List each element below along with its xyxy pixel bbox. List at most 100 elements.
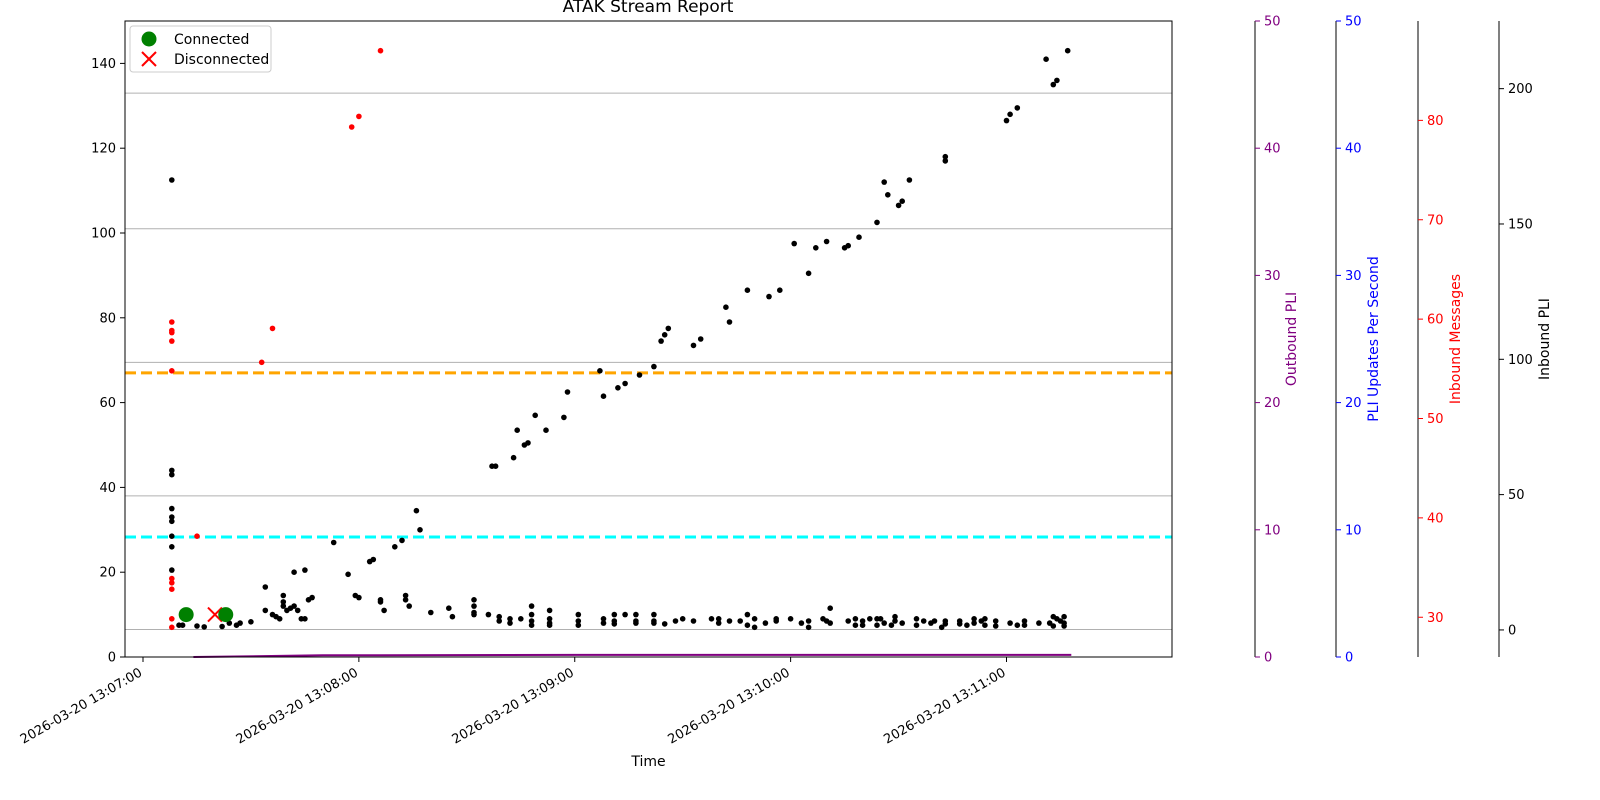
series-0-point-53 <box>446 605 452 611</box>
series-0-point-23 <box>280 592 287 599</box>
series-0-point-87 <box>600 393 607 400</box>
series-0-point-187 <box>1014 105 1021 111</box>
x-tick-label-4: 2026-03-20 13:11:00 <box>881 665 1008 747</box>
series-0-point-82 <box>564 389 571 395</box>
series-0-point-96 <box>633 611 639 618</box>
series-0-point-62 <box>496 613 503 620</box>
pli-updates-per-second-tick-label-4: 40 <box>1345 142 1362 157</box>
series-1-point-4 <box>169 368 175 374</box>
pli-updates-per-second-tick-label-3: 30 <box>1345 269 1362 284</box>
series-0-point-131 <box>791 240 797 247</box>
series-0-point-73 <box>528 618 535 624</box>
series-0-point-56 <box>471 603 477 609</box>
series-1-point-13 <box>348 124 355 130</box>
series-0-point-138 <box>823 238 830 245</box>
series-0-point-0 <box>169 177 175 183</box>
series-0-point-83 <box>575 611 582 618</box>
series-0-point-122 <box>744 622 751 628</box>
series-0-point-94 <box>622 380 628 387</box>
series-0-point-124 <box>751 624 758 631</box>
series-0-point-100 <box>651 363 657 370</box>
series-0-point-2 <box>169 471 175 478</box>
series-0-point-99 <box>636 372 643 378</box>
series-1-point-12 <box>269 325 276 332</box>
series-0-point-149 <box>859 622 866 628</box>
series-2-line <box>193 653 1072 658</box>
legend-label-connected: Connected <box>174 32 249 48</box>
series-0-point-182 <box>982 622 988 628</box>
series-0-point-179 <box>971 620 977 626</box>
series-0-point-46 <box>399 537 405 544</box>
series-0-point-198 <box>1054 77 1060 84</box>
series-1-point-7 <box>169 586 175 592</box>
series-0-point-155 <box>881 179 887 185</box>
series-0-point-134 <box>805 618 812 624</box>
plot-frame <box>124 20 1173 658</box>
series-0-point-77 <box>546 607 553 614</box>
series-0-point-188 <box>1007 620 1013 626</box>
inbound-messages-tick-label-2: 50 <box>1427 412 1444 427</box>
series-0-point-160 <box>892 618 898 624</box>
series-0-point-44 <box>381 607 387 614</box>
series-0-point-125 <box>762 620 769 626</box>
series-0-point-24 <box>280 599 287 605</box>
right-y-axes: 0 10 20 30 40 50 Outbound PLI 0 10 20 30 40 50 PLI Up… <box>1254 15 1553 666</box>
series-1-point-10 <box>194 533 200 539</box>
connection-events <box>178 606 234 623</box>
series-0-point-130 <box>787 616 794 622</box>
series-0-point-183 <box>992 618 999 624</box>
series-0-point-47 <box>402 592 409 599</box>
series-0-point-28 <box>291 603 297 609</box>
series-0-point-32 <box>302 616 308 622</box>
series-0-point-161 <box>895 202 902 209</box>
series-0-point-191 <box>1021 622 1028 628</box>
series-0-point-162 <box>899 198 905 204</box>
pli-updates-per-second-tick-label-5: 50 <box>1345 15 1362 30</box>
series-0-point-52 <box>428 609 434 616</box>
x-tick-label-3: 2026-03-20 13:10:00 <box>666 665 793 747</box>
series-0-point-68 <box>518 616 524 622</box>
series-0-point-89 <box>600 620 607 626</box>
inbound-messages-axis-label: Inbound Messages <box>1448 274 1464 404</box>
series-0-point-98 <box>633 620 639 626</box>
series-0-point-106 <box>665 325 672 332</box>
series-0-point-74 <box>528 622 535 628</box>
inbound-pli-tick-label-3: 150 <box>1508 217 1533 232</box>
series-0-point-144 <box>845 618 851 624</box>
series-0-point-45 <box>392 544 398 550</box>
series-0-point-25 <box>280 603 287 609</box>
series-0-point-55 <box>471 597 477 603</box>
outbound-pli-tick-label-2: 20 <box>1264 396 1281 411</box>
series-0-point-17 <box>248 619 254 625</box>
outbound-pli-axis-label: Outbound PLI <box>1284 292 1300 386</box>
series-0-point-67 <box>514 427 520 434</box>
series-0-point-148 <box>859 618 866 624</box>
series-0-point-8 <box>169 567 175 573</box>
series-0-point-5 <box>169 518 175 525</box>
inbound-messages-tick-label-4: 70 <box>1427 213 1444 228</box>
outbound-pli-tick-label-4: 40 <box>1264 142 1281 157</box>
connected-marker-0 <box>178 607 194 623</box>
series-0-point-195 <box>1050 81 1057 88</box>
series-0-point-159 <box>892 613 898 620</box>
series-0-point-169 <box>931 618 938 624</box>
series-0-point-113 <box>708 616 715 622</box>
series-0-point-33 <box>302 567 308 573</box>
series-0-point-129 <box>777 287 783 294</box>
series-0-point-114 <box>715 616 722 622</box>
x-tick-label-0: 2026-03-20 13:07:00 <box>18 665 145 747</box>
series-0-point-64 <box>507 616 513 622</box>
series-0-point-163 <box>899 620 905 626</box>
series-0-point-39 <box>356 594 362 601</box>
series-0-point-95 <box>622 611 628 618</box>
inbound-pli-tick-label-1: 50 <box>1508 488 1525 503</box>
series-0-point-61 <box>492 463 499 470</box>
series-0-point-110 <box>690 342 697 349</box>
series-0-point-104 <box>658 338 664 344</box>
series-0-point-78 <box>546 616 553 622</box>
series-1-point-15 <box>377 47 384 54</box>
plot-area <box>124 20 1173 658</box>
pli-updates-per-second-tick-label-1: 10 <box>1345 523 1362 538</box>
series-0-point-63 <box>496 618 503 624</box>
